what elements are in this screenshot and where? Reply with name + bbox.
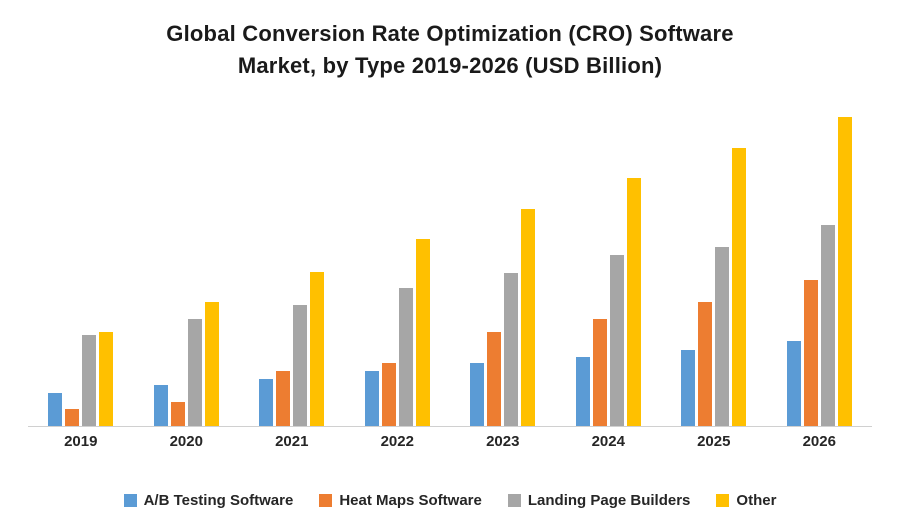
- bar: [259, 378, 274, 426]
- bar-group-2019: [48, 96, 114, 426]
- bar: [803, 279, 818, 426]
- x-axis-label: 2022: [380, 432, 414, 450]
- bar: [715, 246, 730, 426]
- chart-title: Global Conversion Rate Optimization (CRO…: [0, 18, 900, 82]
- bar: [364, 370, 379, 426]
- bar: [204, 301, 219, 426]
- bar: [820, 224, 835, 426]
- bar: [504, 272, 519, 426]
- x-axis-label: 2020: [169, 432, 203, 450]
- legend-swatch-icon: [319, 494, 333, 507]
- bar-group-2025: [681, 96, 747, 426]
- legend-item: Heat Maps Software: [319, 492, 482, 509]
- legend-item: A/B Testing Software: [123, 492, 294, 509]
- bar-group-2024: [575, 96, 641, 426]
- bar: [837, 116, 852, 426]
- bar: [681, 349, 696, 426]
- legend-label: Landing Page Builders: [527, 492, 691, 509]
- bar: [65, 408, 80, 426]
- x-axis-label: 2019: [64, 432, 98, 450]
- legend: A/B Testing Software Heat Maps Software La…: [0, 492, 900, 509]
- bar: [732, 147, 747, 426]
- bar-group-2026: [786, 96, 852, 426]
- legend-item: Landing Page Builders: [507, 492, 691, 509]
- bar: [698, 301, 713, 426]
- bar: [470, 362, 485, 426]
- bar: [487, 331, 502, 426]
- legend-swatch-icon: [507, 494, 521, 507]
- plot-area: [28, 96, 872, 427]
- bar: [99, 331, 114, 426]
- bar: [575, 356, 590, 426]
- bar: [170, 401, 185, 426]
- bar-group-2020: [153, 96, 219, 426]
- x-axis-label: 2021: [275, 432, 309, 450]
- legend-label: Heat Maps Software: [339, 492, 482, 509]
- x-axis-label: 2025: [697, 432, 731, 450]
- bar: [187, 318, 202, 426]
- bar-group-2021: [259, 96, 325, 426]
- bar: [609, 254, 624, 426]
- chart-title-line2: Market, by Type 2019-2026 (USD Billion): [237, 52, 663, 78]
- legend-label: A/B Testing Software: [143, 492, 294, 509]
- bar: [82, 334, 97, 426]
- x-axis-label: 2023: [486, 432, 520, 450]
- bar: [398, 287, 413, 426]
- x-axis-label: 2024: [591, 432, 625, 450]
- bar: [48, 392, 63, 426]
- bar: [786, 340, 801, 426]
- bar-group-2023: [470, 96, 536, 426]
- legend-swatch-icon: [716, 494, 730, 507]
- bar: [415, 238, 430, 426]
- bar: [276, 370, 291, 426]
- bar: [153, 384, 168, 426]
- bar: [521, 208, 536, 426]
- bar: [310, 271, 325, 426]
- chart-title-line1: Global Conversion Rate Optimization (CRO…: [166, 21, 734, 46]
- x-axis-labels: 2019 2020 2021 2022 2023 2024 2025 2026: [28, 433, 872, 450]
- bar: [293, 304, 308, 426]
- legend-label: Other: [736, 492, 777, 509]
- bar-group-2022: [364, 96, 430, 426]
- legend-swatch-icon: [123, 494, 137, 507]
- bar: [626, 177, 641, 426]
- bar: [381, 362, 396, 426]
- bar: [592, 318, 607, 426]
- x-axis-label: 2026: [802, 432, 836, 450]
- chart-area: 2019 2020 2021 2022 2023 2024 2025 2026: [0, 82, 900, 474]
- legend-item: Other: [716, 492, 776, 509]
